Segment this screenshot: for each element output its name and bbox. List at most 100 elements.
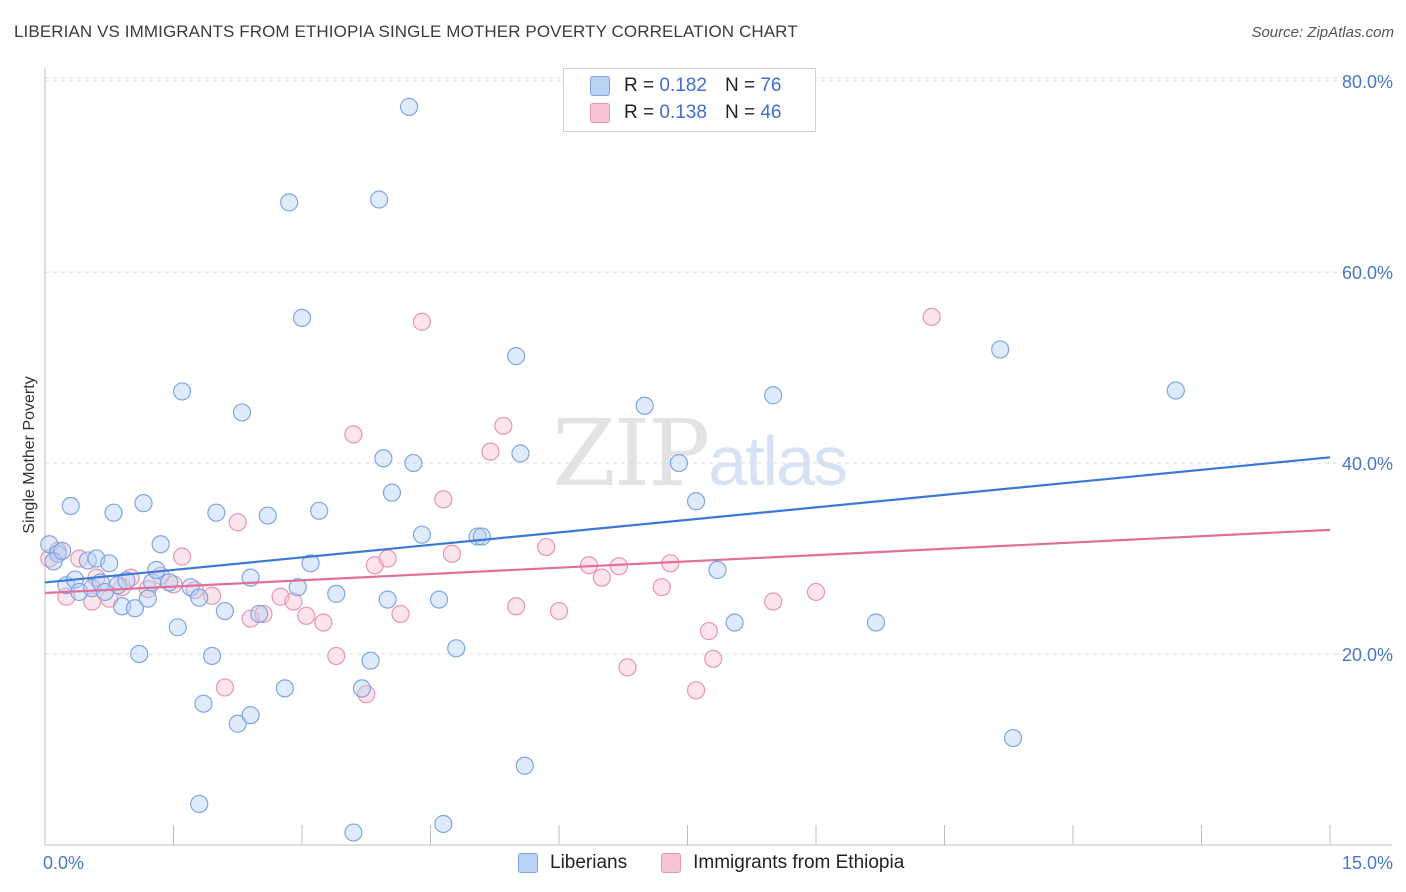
source-credit: Source: ZipAtlas.com <box>1251 24 1394 41</box>
y-tick-label: 40.0% <box>1342 454 1393 474</box>
x-tick-label: 0.0% <box>43 853 84 873</box>
data-point <box>95 582 115 602</box>
data-point <box>194 694 213 713</box>
data-point <box>866 613 886 632</box>
data-point <box>635 396 654 415</box>
data-point <box>130 644 149 664</box>
data-point <box>310 501 329 520</box>
data-point <box>172 547 192 566</box>
data-point <box>100 554 119 573</box>
data-point <box>382 483 402 502</box>
legend-r-label: R = <box>624 102 655 123</box>
data-point <box>288 578 307 597</box>
data-point <box>764 592 783 611</box>
data-point <box>168 618 187 637</box>
data-point <box>652 578 671 597</box>
data-point <box>352 679 372 698</box>
data-point <box>125 599 145 618</box>
data-point <box>280 193 299 212</box>
series-liberians-points <box>40 97 1185 842</box>
data-point <box>327 584 346 603</box>
data-point <box>609 557 629 576</box>
data-point <box>61 496 80 516</box>
tick-labels: 20.0% 40.0% 60.0% 80.0% 0.0% 15.0% Single Moth… <box>21 72 1393 873</box>
data-point <box>202 646 222 666</box>
data-point <box>344 425 363 444</box>
legend-label-ethiopia: Immigrants from Ethiopia <box>693 852 905 873</box>
data-point <box>232 403 252 422</box>
data-point <box>241 706 260 725</box>
legend-swatch-blue <box>518 853 538 873</box>
data-point <box>404 453 423 473</box>
data-point <box>151 535 170 554</box>
legend-swatch-blue <box>590 76 610 96</box>
data-point <box>327 646 346 666</box>
data-point <box>258 506 277 525</box>
legend-n-value: 76 <box>760 75 782 96</box>
data-point <box>361 651 380 670</box>
data-point <box>434 814 453 834</box>
data-point <box>549 601 569 621</box>
data-point <box>922 307 941 327</box>
data-point <box>699 622 719 641</box>
legend-label-liberians: Liberians <box>550 852 628 873</box>
data-point <box>494 416 513 435</box>
data-point <box>250 604 269 624</box>
legend-r-value: 0.182 <box>659 75 707 96</box>
data-point <box>764 386 783 405</box>
data-point <box>284 592 303 611</box>
data-point <box>704 649 723 668</box>
watermark-zip: ZIP <box>552 400 710 507</box>
data-point <box>138 589 157 608</box>
data-point <box>515 756 534 775</box>
data-point <box>399 97 419 116</box>
data-point <box>378 590 397 609</box>
data-point <box>412 525 432 544</box>
data-point <box>172 382 192 401</box>
data-point <box>53 541 72 560</box>
data-point <box>215 601 234 621</box>
data-point <box>472 527 491 546</box>
watermark: ZIPatlas <box>552 400 848 507</box>
data-point <box>1003 728 1023 748</box>
correlation-legend: R = 0.182 N = 76 R = 0.138 N = 46 <box>563 68 816 132</box>
data-point <box>314 613 333 632</box>
legend-row-liberians: R = 0.182 N = 76 <box>590 74 781 98</box>
y-axis-title: Single Mother Poverty <box>21 376 38 533</box>
data-point <box>190 588 209 607</box>
data-point <box>725 613 744 632</box>
data-point <box>104 503 123 522</box>
legend-r-value: 0.138 <box>659 102 707 123</box>
data-point <box>511 444 530 463</box>
data-point <box>442 544 462 563</box>
legend-swatch-pink <box>590 103 610 123</box>
data-point <box>669 453 689 473</box>
data-point <box>537 537 556 557</box>
data-point <box>1166 381 1185 400</box>
legend-n-label: N = <box>724 75 756 96</box>
legend-n-label: N = <box>724 102 756 123</box>
data-point <box>686 681 706 700</box>
legend-n-value: 46 <box>760 102 782 123</box>
legend-item-liberians: Liberians <box>518 852 627 874</box>
legend-item-ethiopia: Immigrants from Ethiopia <box>661 852 904 874</box>
watermark-atlas: atlas <box>708 422 848 500</box>
data-point <box>134 494 153 513</box>
data-point <box>991 340 1010 359</box>
data-point <box>292 308 312 328</box>
legend-swatch-pink <box>661 853 682 873</box>
trend-line <box>44 456 1331 584</box>
data-point <box>160 573 179 592</box>
data-point <box>344 823 363 842</box>
data-point <box>190 794 209 814</box>
chart-title: LIBERIAN VS IMMIGRANTS FROM ETHIOPIA SIN… <box>14 22 798 41</box>
data-point <box>412 312 432 331</box>
data-point <box>301 554 320 573</box>
data-point <box>507 347 526 366</box>
data-point <box>391 604 410 624</box>
data-point <box>429 590 449 609</box>
series-legend: Liberians Immigrants from Ethiopia <box>518 852 938 874</box>
data-point <box>592 568 611 587</box>
data-point <box>215 678 234 697</box>
